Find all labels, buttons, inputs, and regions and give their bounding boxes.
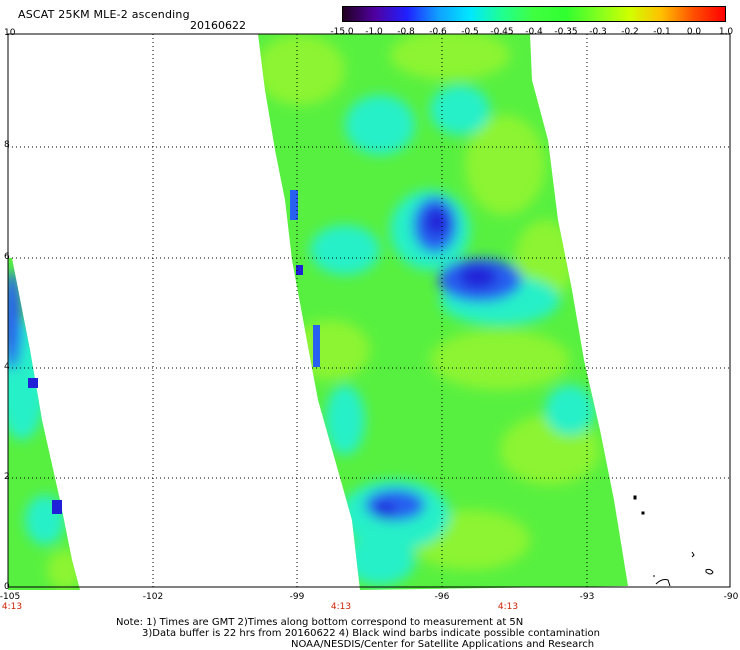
- lon-label-93: -93: [579, 592, 595, 602]
- swath-field-patch: [47, 550, 80, 590]
- swath-field-patch: [310, 225, 380, 275]
- note-line-3: NOAA/NESDIS/Center for Satellite Applica…: [291, 639, 595, 650]
- swath-field-patch: [465, 115, 545, 215]
- swath-field-patch: [258, 35, 345, 105]
- swath-field-patch: [8, 270, 22, 370]
- color-scale-label: -0.4: [525, 27, 543, 37]
- lat-label-0: 0: [4, 582, 10, 592]
- color-scale-label: -0.5: [461, 27, 479, 37]
- lat-label-6: 6: [4, 252, 10, 262]
- swath-field-patch: [545, 385, 595, 435]
- swath-field-patch: [430, 85, 490, 135]
- color-scale-bar: [342, 6, 726, 22]
- lat-label-4: 4: [4, 362, 10, 372]
- swath-field-patch: [390, 34, 510, 80]
- color-scale-label: -0.6: [429, 27, 447, 37]
- color-scale-label: -15.0: [330, 27, 354, 37]
- swath-edge-pixel: [296, 265, 303, 275]
- left-swath-dark-pixel-2: [52, 500, 62, 514]
- swath-edge-pixels: [290, 190, 298, 220]
- color-scale-label: -1.0: [365, 27, 383, 37]
- color-scale-label: -0.2: [621, 27, 639, 37]
- swath-field-patch: [375, 502, 395, 518]
- lat-label-10: 10: [4, 28, 16, 38]
- swath-field-patch: [430, 330, 570, 390]
- left-swath-dark-pixel: [28, 378, 38, 388]
- swath-field-patch: [345, 535, 415, 585]
- swath-field-patch: [325, 385, 365, 455]
- left-swath: [8, 258, 80, 590]
- map-frame: [7, 33, 731, 588]
- lon-label-99: -99: [289, 592, 305, 602]
- time-label: 4:13: [1, 602, 23, 612]
- time-label: 4:13: [497, 602, 519, 612]
- lat-label-8: 8: [4, 140, 10, 150]
- lon-label-105: -105: [0, 592, 21, 602]
- swath-edge-pixels-lower: [313, 325, 320, 367]
- lon-label-90: -90: [723, 592, 739, 602]
- color-scale-label: -0.45: [490, 27, 514, 37]
- color-scale-label: -0.3: [589, 27, 607, 37]
- color-scale-label: -0.1: [653, 27, 671, 37]
- color-scale-label: -0.8: [397, 27, 415, 37]
- swath-field-patch: [345, 95, 415, 155]
- main-swath: [258, 34, 628, 590]
- lon-label-102: -102: [142, 592, 164, 602]
- color-scale-label: 0.0: [686, 27, 702, 37]
- lat-label-2: 2: [4, 472, 10, 482]
- product-title: ASCAT 25KM MLE-2 ascending: [18, 8, 190, 21]
- color-scale-label: 1.0: [718, 27, 734, 37]
- swath-field-patch: [425, 208, 449, 236]
- time-label: 4:13: [330, 602, 352, 612]
- swath-field-patch: [365, 489, 425, 521]
- lat-lon-grid: [8, 34, 730, 587]
- coastline: [633, 495, 714, 587]
- swath-field-patch: [458, 265, 498, 289]
- note-line-2: 3)Data buffer is 22 hrs from 20160622 4)…: [142, 628, 600, 639]
- product-date: 20160622: [190, 19, 246, 32]
- lon-label-96: -96: [434, 592, 450, 602]
- swath-field-patch: [290, 320, 370, 380]
- color-scale-label: -0.35: [554, 27, 578, 37]
- note-line-1: Note: 1) Times are GMT 2)Times along bot…: [116, 617, 524, 628]
